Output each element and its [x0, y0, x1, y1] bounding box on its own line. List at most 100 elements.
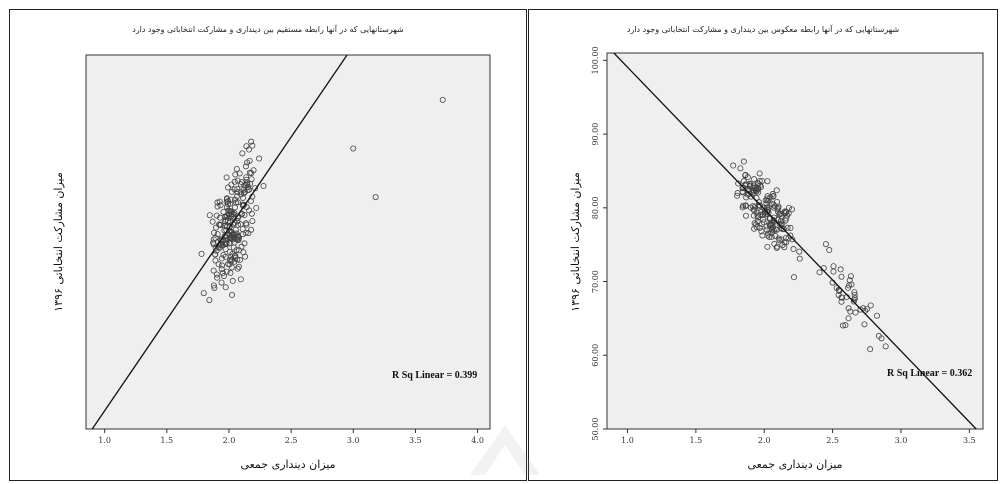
right-y-tick-label: 90.00 [591, 123, 600, 146]
right-point [845, 284, 852, 291]
left-point [245, 183, 252, 190]
left-point [235, 263, 242, 270]
right-point [762, 197, 769, 204]
right-point [765, 209, 772, 216]
left-point [226, 261, 233, 268]
right-point [751, 207, 758, 214]
right-point [776, 220, 783, 227]
left-plot-area [85, 54, 491, 430]
right-point [758, 228, 765, 235]
left-x-axis-label: میزان دینداری جمعی [240, 458, 335, 471]
right-point [737, 165, 744, 172]
right-point [845, 305, 852, 312]
left-point [224, 184, 231, 191]
right-point [764, 193, 771, 200]
left-point [233, 193, 240, 200]
right-point [759, 211, 766, 218]
left-point [220, 272, 227, 279]
right-point [766, 233, 773, 240]
right-point [842, 322, 849, 329]
left-point [260, 183, 267, 190]
left-point [198, 250, 205, 257]
left-point [256, 155, 263, 162]
left-point [242, 253, 249, 260]
left-point [229, 277, 236, 284]
right-point [852, 295, 859, 302]
left-point [234, 185, 241, 192]
left-point [248, 210, 255, 217]
right-point [852, 309, 859, 316]
left-point [253, 204, 260, 211]
right-point [864, 305, 871, 312]
left-x-ticks: 1.0 1.5 2.0 2.5 3.0 3.5 4.0 [98, 429, 484, 445]
right-chart-title: شهرستانهایی که در آنها رابطه معکوس بین د… [627, 24, 900, 34]
right-point [785, 204, 792, 211]
right-y-tick-label: 60.00 [591, 344, 600, 367]
left-r2-label: R Sq Linear = 0.399 [392, 370, 477, 381]
watermark-logo-icon [470, 425, 540, 475]
right-point [796, 248, 803, 255]
right-x-ticks: 1.0 1.5 2.0 2.5 3.0 3.5 [621, 429, 976, 445]
right-point [764, 208, 771, 215]
right-point [878, 335, 885, 342]
right-point [730, 162, 737, 169]
left-point [229, 251, 236, 258]
left-point [239, 226, 246, 233]
right-point [790, 246, 797, 253]
left-point [228, 291, 235, 298]
left-fit-line [91, 54, 348, 430]
right-point [830, 263, 837, 270]
left-point [215, 261, 222, 268]
left-point [372, 194, 379, 201]
left-point [210, 239, 217, 246]
right-x-tick-label: 3.5 [963, 436, 976, 445]
left-point [219, 269, 226, 276]
left-point [218, 255, 225, 262]
right-point [735, 180, 742, 187]
right-point [836, 288, 843, 295]
right-point [740, 158, 747, 165]
left-point [210, 267, 217, 274]
left-point [226, 200, 233, 207]
right-point [780, 226, 787, 233]
left-point [236, 170, 243, 177]
left-point [212, 224, 219, 231]
right-y-tick-label: 100.00 [591, 46, 600, 74]
left-point [221, 222, 228, 229]
right-point [752, 221, 759, 228]
left-x-tick-label: 3.5 [409, 436, 422, 445]
right-point [796, 255, 803, 262]
right-x-tick-label: 3.0 [895, 436, 908, 445]
left-x-tick-label: 2.5 [285, 436, 298, 445]
right-x-tick-label: 1.5 [690, 436, 703, 445]
right-fit-line [613, 52, 977, 430]
right-point [770, 201, 777, 208]
right-r2-label: R Sq Linear = 0.362 [887, 368, 972, 379]
left-point [212, 251, 219, 258]
left-point [243, 221, 250, 228]
left-point [218, 279, 225, 286]
right-point [744, 174, 751, 181]
left-point [237, 276, 244, 283]
left-point [213, 271, 220, 278]
right-point [749, 203, 756, 210]
left-point [245, 230, 252, 237]
left-data-points [198, 96, 446, 304]
left-point [219, 262, 226, 269]
left-point [236, 256, 243, 263]
left-point [220, 251, 227, 258]
left-point [249, 218, 256, 225]
right-y-axis-label: میزان مشارکت انتخاباتی ۱۳۹۶ [569, 172, 582, 312]
left-point [223, 268, 230, 275]
right-point [751, 185, 758, 192]
right-x-axis-label: میزان دینداری جمعی [747, 458, 842, 471]
left-point [249, 142, 256, 149]
right-point [774, 243, 781, 250]
right-point [789, 206, 796, 213]
right-point [756, 170, 763, 177]
left-point [213, 212, 220, 219]
right-point [769, 191, 776, 198]
right-point [787, 224, 794, 231]
left-point [234, 221, 241, 228]
left-point [222, 284, 229, 291]
